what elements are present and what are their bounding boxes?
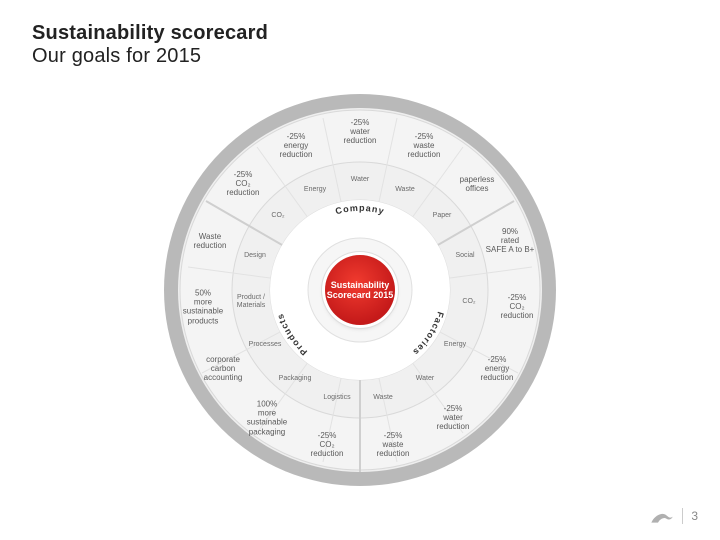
cat-fact-waste: Waste bbox=[373, 394, 393, 402]
goal-fact-4: -25% waste reduction bbox=[377, 431, 410, 459]
slide-title-block: Sustainability scorecard Our goals for 2… bbox=[32, 22, 268, 68]
goal-company-1: -25% energy reduction bbox=[280, 132, 313, 160]
scorecard-diagram: Company Factories Products CO₂ Energy Wa… bbox=[160, 90, 560, 490]
center-badge: Sustainability Scorecard 2015 bbox=[325, 255, 395, 325]
footer-separator bbox=[682, 508, 683, 524]
goal-prod-4: Waste reduction bbox=[194, 232, 227, 250]
goal-fact-2: -25% energy reduction bbox=[481, 355, 514, 383]
goal-company-0: -25% CO₂ reduction bbox=[227, 170, 260, 198]
cat-prod-processes: Processes bbox=[249, 341, 282, 349]
cat-company-water: Water bbox=[351, 176, 369, 184]
cat-fact-social: Social bbox=[455, 252, 474, 260]
goal-fact-1: -25% CO₂ reduction bbox=[501, 293, 534, 321]
goal-prod-0: -25% CO₂ reduction bbox=[311, 431, 344, 459]
cat-company-co2: CO₂ bbox=[271, 212, 284, 220]
cat-company-paper: Paper bbox=[433, 212, 452, 220]
cat-fact-water: Water bbox=[416, 375, 434, 383]
goal-prod-3: 50% more sustainable products bbox=[183, 289, 223, 326]
goal-company-3: -25% waste reduction bbox=[408, 132, 441, 160]
cat-fact-energy: Energy bbox=[444, 341, 466, 349]
goal-company-2: -25% water reduction bbox=[344, 118, 377, 146]
page-number: 3 bbox=[691, 509, 698, 523]
cat-prod-design: Design bbox=[244, 252, 266, 260]
goal-prod-2: corporate carbon accounting bbox=[204, 355, 243, 383]
cat-company-energy: Energy bbox=[304, 186, 326, 194]
cat-prod-packaging: Packaging bbox=[279, 375, 312, 383]
goal-prod-1: 100% more sustainable packaging bbox=[247, 400, 287, 437]
cat-fact-co2: CO₂ bbox=[462, 298, 475, 306]
goal-fact-0: 90% rated SAFE A to B+ bbox=[486, 227, 535, 255]
cat-company-waste: Waste bbox=[395, 186, 415, 194]
goal-fact-3: -25% water reduction bbox=[437, 404, 470, 432]
goal-company-4: paperless offices bbox=[460, 175, 495, 193]
cat-prod-materials: Product / Materials bbox=[237, 294, 265, 310]
cat-prod-logistics: Logistics bbox=[323, 394, 350, 402]
title-line1: Sustainability scorecard bbox=[32, 22, 268, 45]
puma-cat-icon bbox=[650, 508, 674, 524]
title-line2: Our goals for 2015 bbox=[32, 45, 268, 68]
slide-footer: 3 bbox=[650, 508, 698, 524]
center-badge-label: Sustainability Scorecard 2015 bbox=[325, 280, 395, 301]
